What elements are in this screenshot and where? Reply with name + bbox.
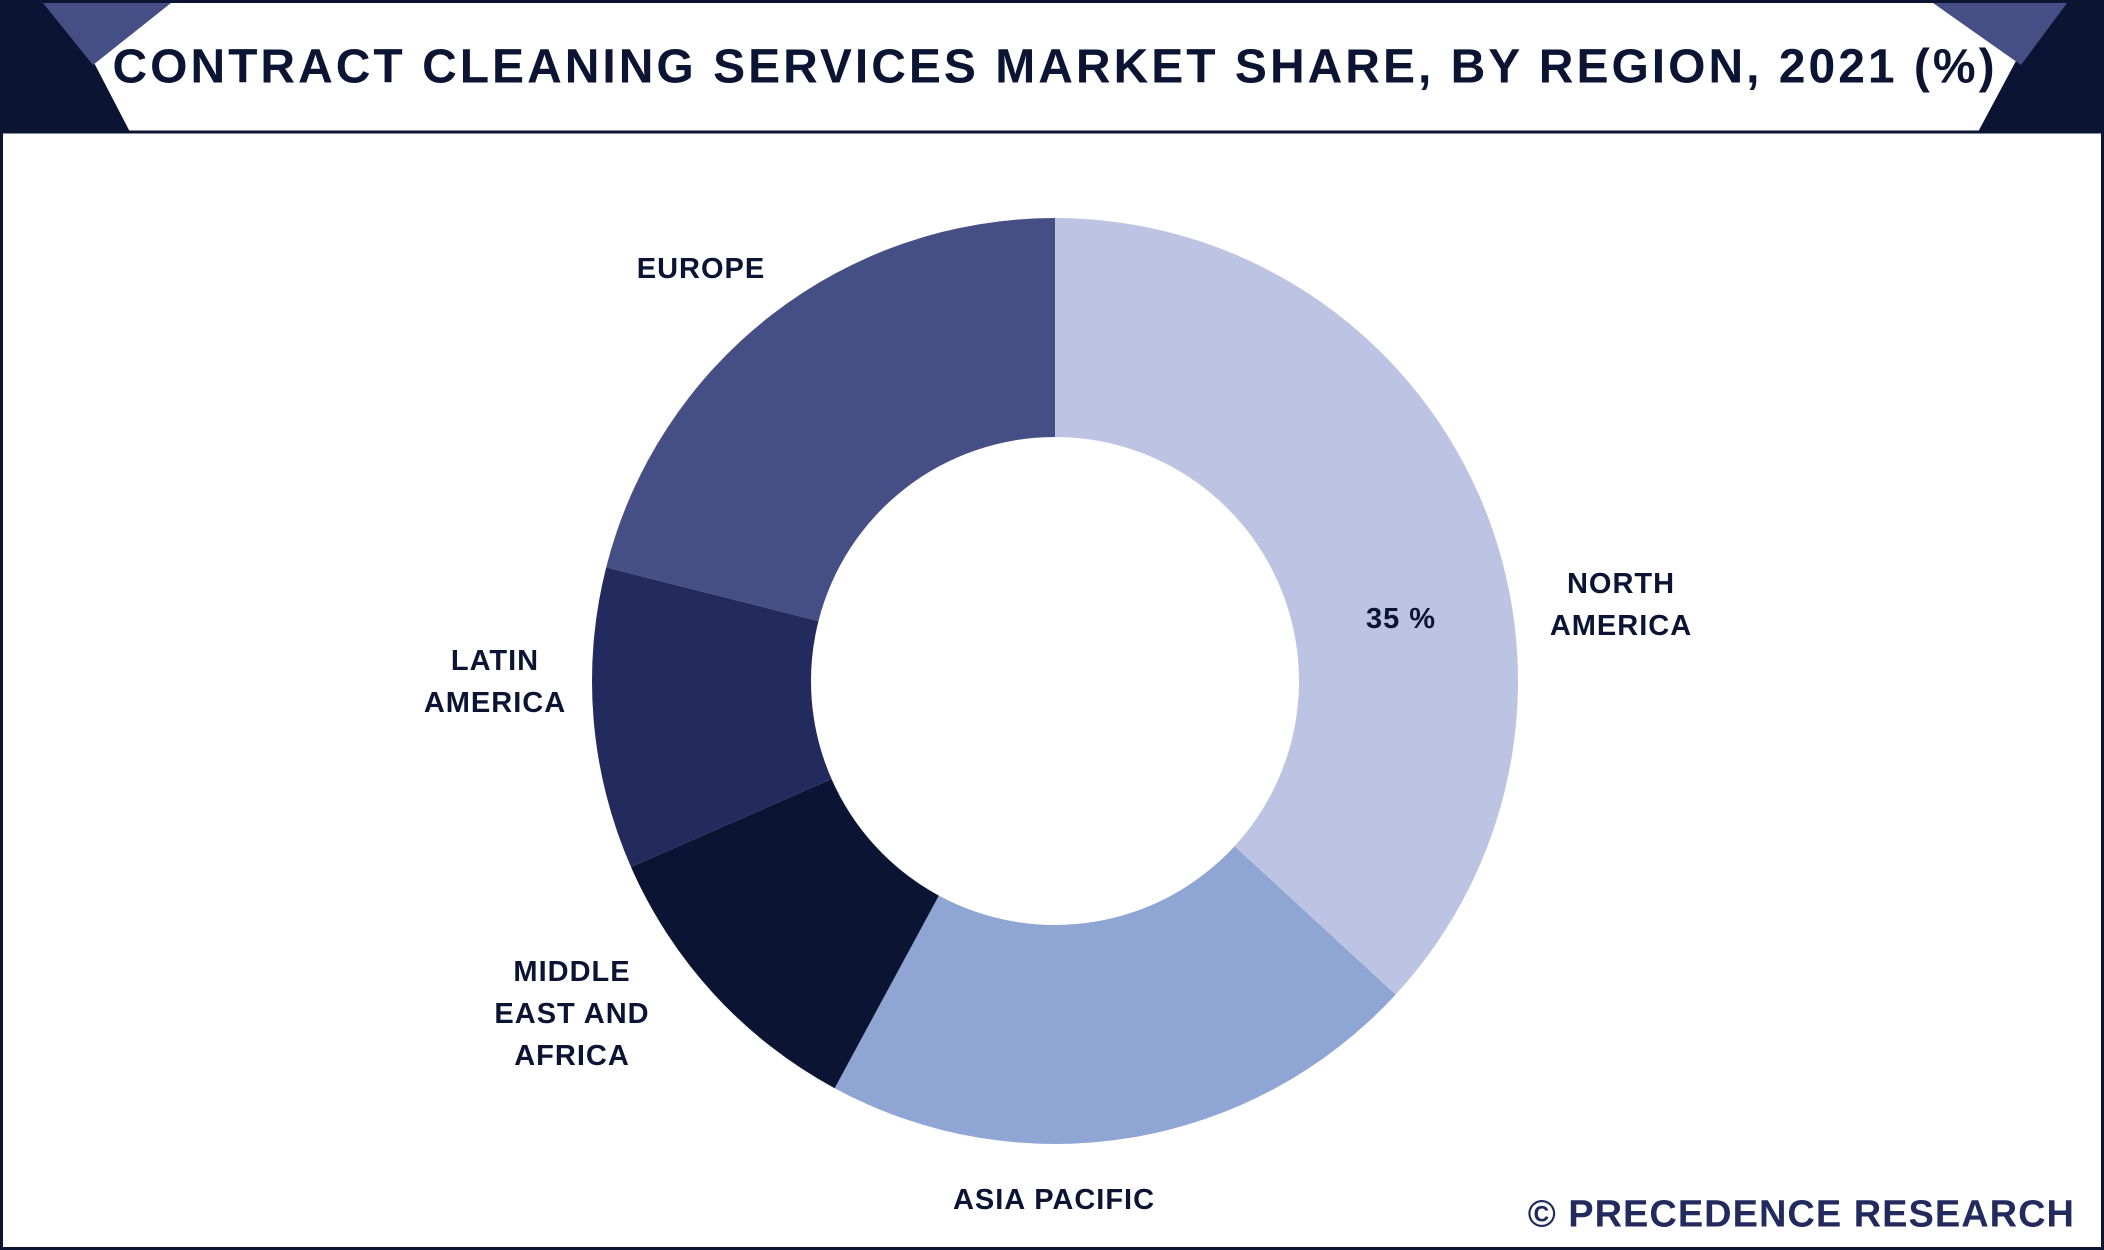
header-corner (43, 3, 171, 65)
chart-canvas (3, 3, 2101, 1144)
header-panel (63, 3, 2047, 132)
slice-label: MIDDLE EAST AND AFRICA (494, 956, 650, 1072)
slice-label: ASIA PACIFIC (952, 1184, 1156, 1216)
chart-title: CONTRACT CLEANING SERVICES MARKET SHARE,… (112, 40, 1998, 94)
slice (1055, 218, 1518, 995)
source-credit: © PRECEDENCE RESEARCH (1527, 1193, 2075, 1236)
header-corner (1933, 3, 2067, 65)
slice-label: LATIN AMERICA (423, 645, 567, 719)
slice (630, 779, 939, 1089)
value-label: 35 % (1365, 603, 1437, 635)
slice (591, 567, 832, 867)
slice (834, 846, 1396, 1144)
slice-label: NORTH AMERICA (1549, 568, 1693, 642)
slice (606, 218, 1055, 622)
slice-label: EUROPE (636, 253, 766, 285)
